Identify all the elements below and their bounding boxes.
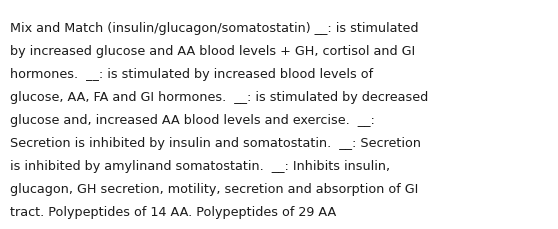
Text: glucose and, increased AA blood levels and exercise.  __:: glucose and, increased AA blood levels a… [10,114,375,126]
Text: Mix and Match (insulin/glucagon/somatostatin) __: is stimulated: Mix and Match (insulin/glucagon/somatost… [10,22,418,35]
Text: glucose, AA, FA and GI hormones.  __: is stimulated by decreased: glucose, AA, FA and GI hormones. __: is … [10,91,428,104]
Text: is inhibited by amylinand somatostatin.  __: Inhibits insulin,: is inhibited by amylinand somatostatin. … [10,159,390,172]
Text: glucagon, GH secretion, motility, secretion and absorption of GI: glucagon, GH secretion, motility, secret… [10,182,418,195]
Text: hormones.  __: is stimulated by increased blood levels of: hormones. __: is stimulated by increased… [10,68,373,81]
Text: Secretion is inhibited by insulin and somatostatin.  __: Secretion: Secretion is inhibited by insulin and so… [10,136,421,149]
Text: tract. Polypeptides of 14 AA. Polypeptides of 29 AA: tract. Polypeptides of 14 AA. Polypeptid… [10,205,336,218]
Text: by increased glucose and AA blood levels + GH, cortisol and GI: by increased glucose and AA blood levels… [10,45,415,58]
